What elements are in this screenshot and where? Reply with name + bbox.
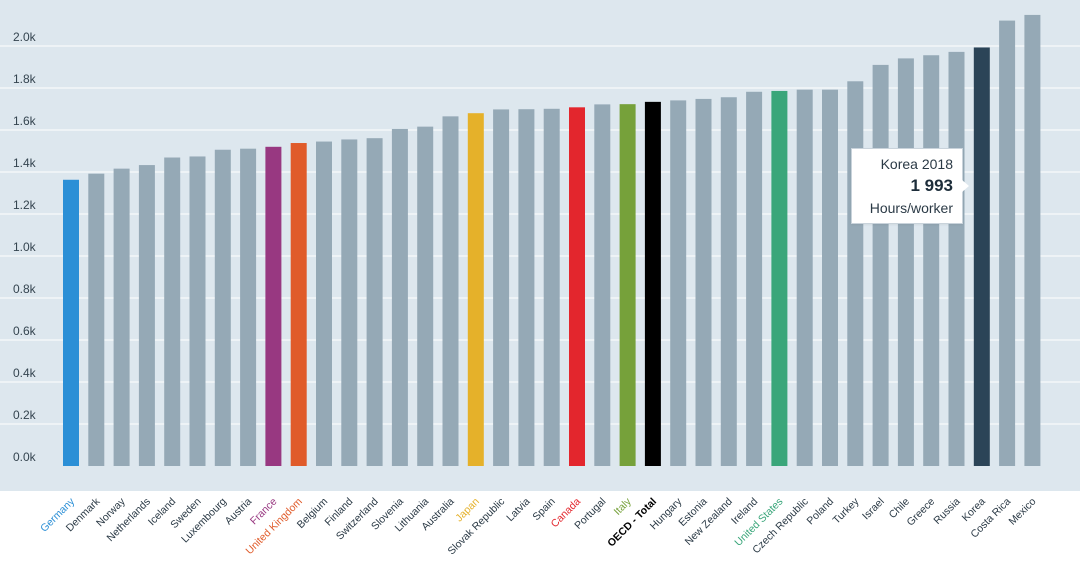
y-tick-label: 1.6k <box>13 114 37 128</box>
tooltip-value: 1 993 <box>910 176 953 195</box>
bar-portugal[interactable] <box>594 104 611 466</box>
x-label-latvia: Latvia <box>504 496 532 524</box>
bar-israel[interactable] <box>872 64 889 467</box>
bar-estonia[interactable] <box>695 98 712 467</box>
y-tick-label: 0.0k <box>13 450 37 464</box>
bar-australia[interactable] <box>442 116 459 466</box>
bar-latvia[interactable] <box>518 109 535 467</box>
bar-czech-republic[interactable] <box>796 89 813 467</box>
bar-ireland[interactable] <box>746 91 763 466</box>
x-label-turkey: Turkey <box>831 495 862 526</box>
x-axis-labels: GermanyDenmarkNorwayNetherlandsIcelandSw… <box>38 495 1039 557</box>
y-tick-label: 0.4k <box>13 366 37 380</box>
bar-spain[interactable] <box>543 108 560 466</box>
bar-italy[interactable] <box>619 104 636 467</box>
x-label-russia: Russia <box>931 496 962 527</box>
bar-iceland[interactable] <box>164 157 181 466</box>
bar-chile[interactable] <box>897 58 914 466</box>
bar-germany[interactable] <box>63 179 79 466</box>
y-tick-label: 0.2k <box>13 408 37 422</box>
x-label-israel: Israel <box>860 496 887 523</box>
y-tick-label: 0.6k <box>13 324 37 338</box>
bar-slovenia[interactable] <box>391 128 408 466</box>
bar-sweden[interactable] <box>189 156 206 466</box>
y-tick-label: 1.8k <box>13 72 37 86</box>
bar-oecd-total[interactable] <box>644 101 661 467</box>
x-label-austria: Austria <box>223 496 255 528</box>
tooltip-title: Korea 2018 <box>880 156 953 172</box>
y-tick-label: 1.4k <box>13 156 37 170</box>
bar-hungary[interactable] <box>670 100 687 466</box>
y-tick-label: 0.8k <box>13 282 37 296</box>
bar-netherlands[interactable] <box>138 165 155 466</box>
bar-france[interactable] <box>265 146 282 467</box>
x-label-poland: Poland <box>805 496 837 528</box>
bar-japan[interactable] <box>467 113 484 466</box>
bar-mexico[interactable] <box>1024 14 1041 466</box>
bar-korea[interactable] <box>973 47 990 466</box>
bar-denmark[interactable] <box>88 173 105 466</box>
plot-background <box>0 0 1080 491</box>
y-tick-label: 1.0k <box>13 240 37 254</box>
x-label-mexico: Mexico <box>1007 496 1039 528</box>
bar-austria[interactable] <box>240 148 257 466</box>
bar-tooltip: Korea 2018 1 993 Hours/worker <box>851 148 969 224</box>
bar-slovak-republic[interactable] <box>493 109 510 467</box>
bar-turkey[interactable] <box>847 81 864 466</box>
bar-greece[interactable] <box>923 55 940 467</box>
bar-russia[interactable] <box>948 51 965 466</box>
bar-norway[interactable] <box>113 168 130 466</box>
y-tick-label: 1.2k <box>13 198 37 212</box>
bar-poland[interactable] <box>822 89 838 467</box>
bar-lithuania[interactable] <box>417 126 434 466</box>
x-label-greece: Greece <box>904 496 937 529</box>
bar-finland[interactable] <box>341 139 358 466</box>
bar-costa-rica[interactable] <box>999 20 1016 467</box>
bar-united-states[interactable] <box>771 90 788 466</box>
bar-canada[interactable] <box>569 107 585 466</box>
tooltip-unit: Hours/worker <box>869 200 953 216</box>
bar-united-kingdom[interactable] <box>290 143 307 466</box>
bar-new-zealand[interactable] <box>720 97 737 467</box>
y-tick-label: 2.0k <box>13 30 37 44</box>
bar-belgium[interactable] <box>316 141 332 467</box>
y-axis-ticks: 0.0k 0.2k 0.4k 0.6k 0.8k 1.0k 1.2k 1.4k 1.6k 1.8k… <box>13 30 37 464</box>
bar-luxembourg[interactable] <box>214 149 231 467</box>
bar-switzerland[interactable] <box>366 138 383 466</box>
